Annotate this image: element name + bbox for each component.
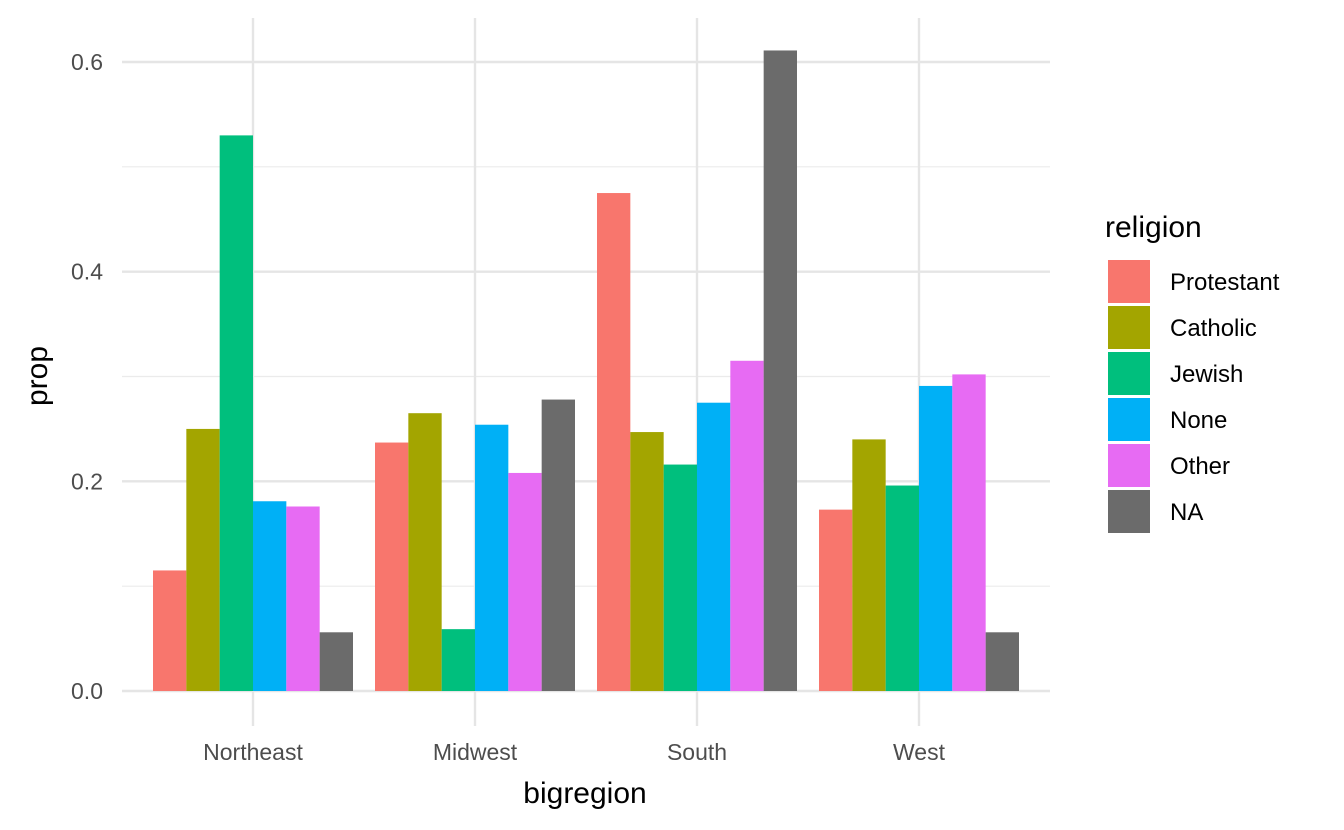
bar xyxy=(630,432,664,691)
bar xyxy=(408,413,442,691)
bar xyxy=(286,506,320,691)
bar xyxy=(475,424,509,691)
bar xyxy=(541,399,575,691)
y-tick-labels: 0.0 0.2 0.4 0.6 xyxy=(71,49,103,704)
x-tick-label: West xyxy=(893,739,946,765)
bar xyxy=(885,485,919,691)
bar xyxy=(919,385,953,691)
bar xyxy=(985,632,1019,691)
y-axis-title: prop xyxy=(21,346,54,406)
bar xyxy=(697,402,731,691)
y-tick-label: 0.2 xyxy=(71,468,103,494)
bar xyxy=(253,501,287,691)
bar xyxy=(730,360,764,691)
x-axis-title: bigregion xyxy=(523,777,646,810)
bar xyxy=(852,439,886,691)
bar xyxy=(663,464,697,691)
x-tick-label: Northeast xyxy=(203,739,303,765)
legend-key xyxy=(1108,490,1150,533)
y-tick-label: 0.0 xyxy=(71,678,103,704)
bars xyxy=(153,50,1019,691)
bar xyxy=(319,632,353,691)
legend-key xyxy=(1108,306,1150,349)
x-tick-label: Midwest xyxy=(433,739,518,765)
bar xyxy=(441,629,475,691)
bar xyxy=(952,374,986,691)
legend-key xyxy=(1108,352,1150,395)
x-tick-labels: Northeast Midwest South West xyxy=(203,739,945,765)
y-tick-label: 0.4 xyxy=(71,259,103,285)
legend-label: Jewish xyxy=(1170,361,1243,388)
legend-label: Catholic xyxy=(1170,315,1257,342)
legend-key xyxy=(1108,260,1150,303)
legend-key xyxy=(1108,398,1150,441)
bar xyxy=(763,50,797,691)
legend-title: religion xyxy=(1105,211,1202,244)
legend-label: Other xyxy=(1170,453,1230,480)
y-tick-label: 0.6 xyxy=(71,49,103,75)
x-tick-label: South xyxy=(667,739,727,765)
bar xyxy=(819,509,853,691)
legend: religion Protestant Catholic Jewish None Oth… xyxy=(1105,211,1280,533)
bar xyxy=(508,472,542,691)
legend-label: Protestant xyxy=(1170,269,1280,296)
legend-key xyxy=(1108,444,1150,487)
legend-label: NA xyxy=(1170,499,1203,526)
bar xyxy=(186,428,220,691)
legend-label: None xyxy=(1170,407,1227,434)
bar xyxy=(219,135,253,691)
bar xyxy=(375,442,409,691)
bar xyxy=(597,193,631,691)
bar xyxy=(153,570,187,691)
